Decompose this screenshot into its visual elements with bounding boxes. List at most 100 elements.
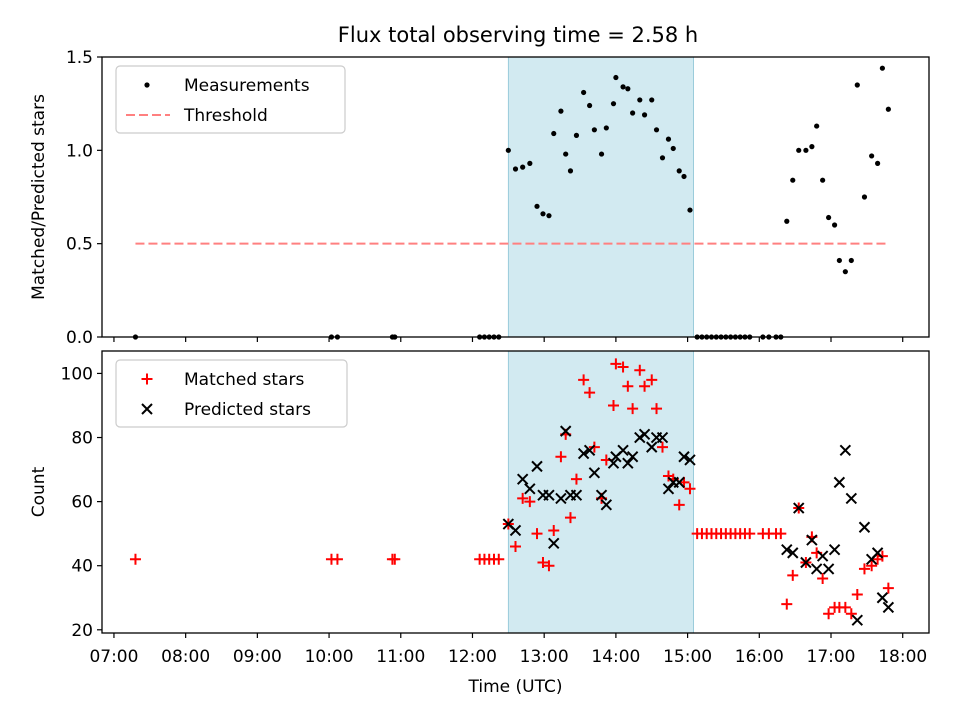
- data-point: [548, 524, 560, 536]
- data-point: [651, 403, 663, 415]
- data-point: [607, 399, 619, 411]
- y-tick-label: 1.0: [66, 141, 93, 161]
- x-tick-label: 14:00: [591, 647, 640, 667]
- data-point: [527, 160, 533, 166]
- data-point: [641, 112, 648, 118]
- x-tick-label: 09:00: [233, 647, 282, 667]
- y-tick-label: 20: [71, 621, 93, 641]
- data-point: [512, 166, 519, 172]
- data-point: [520, 164, 526, 170]
- data-point: [787, 547, 799, 559]
- data-point: [809, 144, 815, 150]
- data-point: [833, 476, 846, 489]
- x-tick-label: 13:00: [520, 647, 569, 667]
- x-tick-label: 12:00: [448, 647, 497, 667]
- data-point: [625, 86, 631, 92]
- data-point: [573, 132, 580, 138]
- data-point: [851, 589, 863, 601]
- legend-label: Matched stars: [184, 370, 304, 390]
- data-point: [858, 563, 870, 575]
- data-point: [665, 136, 672, 142]
- data-point: [793, 502, 805, 514]
- data-point: [583, 444, 596, 457]
- data-point: [543, 489, 555, 501]
- data-point: [842, 269, 848, 275]
- data-point: [600, 499, 613, 511]
- data-point: [610, 101, 617, 107]
- data-point: [787, 569, 799, 581]
- x-tick-label: 16:00: [735, 647, 784, 667]
- series-predicted-stars: [502, 425, 895, 626]
- data-point: [876, 592, 889, 604]
- legend-label: Predicted stars: [184, 400, 311, 420]
- data-point: [570, 473, 582, 485]
- data-point: [806, 534, 818, 546]
- data-point: [803, 147, 809, 153]
- x-tick-label: 08:00: [161, 647, 210, 667]
- data-point: [588, 467, 601, 479]
- legend: Measurements Threshold: [115, 65, 346, 134]
- data-point: [781, 598, 793, 610]
- data-point: [603, 125, 609, 131]
- data-point: [781, 543, 793, 556]
- data-point: [882, 582, 894, 594]
- x-tick-label: 17:00: [807, 647, 856, 667]
- data-point: [858, 521, 871, 533]
- data-point: [586, 102, 593, 109]
- data-point: [656, 431, 669, 444]
- data-point: [129, 553, 141, 565]
- data-point: [649, 97, 655, 103]
- y-tick-label: 0.0: [66, 328, 93, 348]
- data-point: [866, 560, 878, 572]
- data-point: [493, 553, 505, 565]
- count-panel: 20 40 60 80 100 07:00 08:00 09:00 10:00 11:00 12:0…: [29, 350, 930, 697]
- data-point: [546, 213, 552, 219]
- series-matched-stars: [129, 358, 894, 620]
- data-point: [820, 177, 826, 183]
- data-point: [540, 211, 546, 217]
- data-point: [607, 457, 620, 469]
- data-point: [848, 257, 854, 264]
- data-point: [816, 550, 829, 562]
- legend-marker: [141, 403, 153, 415]
- x-tick-label: 18:00: [878, 647, 927, 667]
- legend-box: [115, 65, 346, 134]
- data-point: [584, 387, 596, 399]
- data-point: [627, 403, 639, 415]
- data-point: [871, 547, 884, 559]
- data-point: [800, 556, 812, 569]
- data-point: [784, 218, 790, 224]
- data-point: [678, 451, 690, 463]
- data-point: [836, 257, 842, 264]
- data-point: [622, 380, 634, 392]
- y-tick-label: 0.5: [66, 235, 93, 255]
- data-point: [845, 492, 858, 505]
- y-axis-label: Count: [29, 466, 49, 517]
- data-point: [639, 380, 651, 392]
- y-axis-label: Matched/Predicted stars: [29, 94, 49, 300]
- data-point: [543, 560, 555, 572]
- data-point: [845, 608, 857, 620]
- data-point: [684, 483, 696, 495]
- data-point: [796, 147, 802, 153]
- x-tick-label: 15:00: [663, 647, 712, 667]
- data-point: [828, 543, 841, 556]
- data-point: [869, 153, 875, 159]
- data-point: [653, 127, 660, 133]
- data-point: [823, 608, 835, 620]
- observing-window-span: [507, 56, 694, 338]
- data-point: [831, 222, 838, 228]
- axes-frame: [101, 350, 930, 634]
- data-point: [673, 476, 685, 489]
- data-point: [578, 374, 590, 386]
- data-point: [558, 108, 564, 114]
- x-tick-label: 07:00: [89, 647, 138, 667]
- data-point: [510, 540, 521, 552]
- data-point: [531, 460, 543, 473]
- data-point: [630, 110, 636, 116]
- data-point: [622, 457, 634, 469]
- ratio-panel: 0.0 0.5 1.0 1.5 Matched/Predicted stars Measu…: [29, 48, 930, 348]
- legend-label: Threshold: [183, 106, 268, 126]
- legend-label: Measurements: [184, 76, 310, 96]
